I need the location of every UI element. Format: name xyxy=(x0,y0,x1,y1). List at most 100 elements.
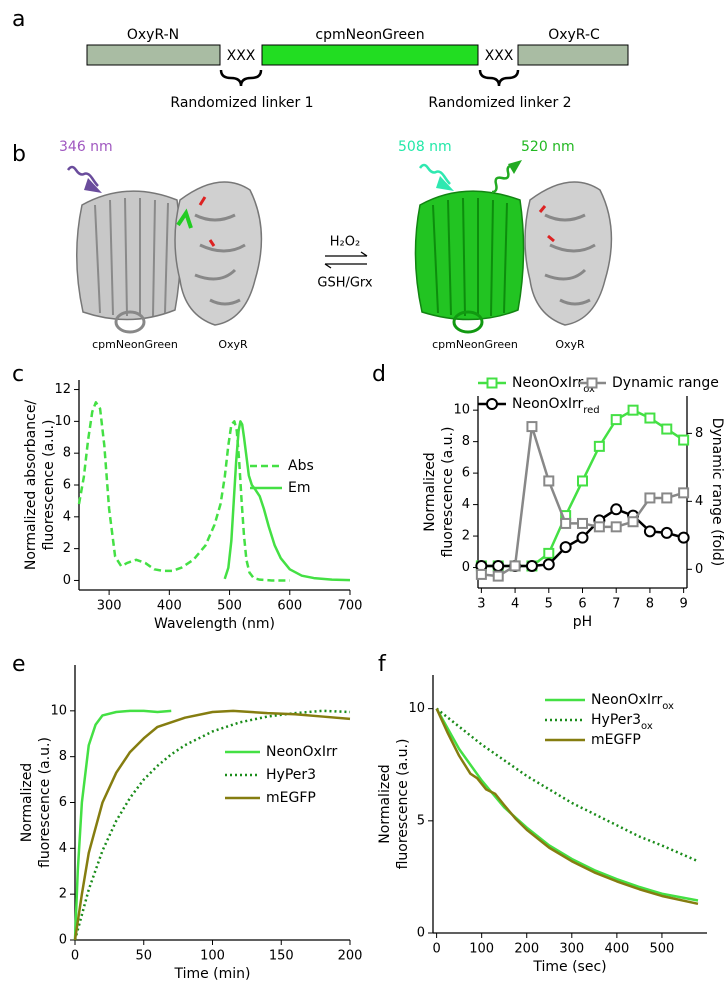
marker xyxy=(644,412,656,424)
legend-label: HyPer3 xyxy=(266,767,316,783)
legend-label: Em xyxy=(288,480,310,496)
panel-label: b xyxy=(12,142,26,167)
y-tick-label: 12 xyxy=(54,382,71,397)
legend-subscript: ox xyxy=(662,701,674,712)
y-tick-label: 0 xyxy=(417,926,425,941)
linker-label: Randomized linker 1 xyxy=(170,95,313,111)
marker xyxy=(542,558,555,571)
marker xyxy=(661,492,673,504)
y-tick-label: 10 xyxy=(50,703,67,718)
y-tick-label: 4 xyxy=(63,509,71,524)
marker xyxy=(661,423,673,435)
segment-label: OxyR-N xyxy=(127,27,179,43)
y2-axis-label: Dynamic range (fold) xyxy=(709,418,724,567)
marker xyxy=(526,421,538,433)
marker xyxy=(678,487,690,499)
series-line xyxy=(435,708,699,902)
y2-tick-label: 4 xyxy=(695,494,703,509)
legend-subscript: ox xyxy=(641,721,653,732)
x-tick-label: 7 xyxy=(612,597,620,612)
oxyr-n-box xyxy=(86,44,221,66)
legend-label: NeonOxIrr xyxy=(266,744,337,760)
y-tick-label: 6 xyxy=(462,466,470,481)
y-tick-label: 10 xyxy=(408,701,425,716)
x-tick-label: 200 xyxy=(514,942,539,957)
marker xyxy=(492,559,505,572)
panel-label: d xyxy=(372,362,386,387)
marker xyxy=(577,517,588,529)
legend-label: NeonOxIrr xyxy=(591,692,662,708)
segment-label: XXX xyxy=(485,48,514,64)
y-tick-label: 10 xyxy=(54,414,71,429)
reverse-arrow xyxy=(324,263,367,269)
marker xyxy=(610,521,622,533)
marker xyxy=(593,521,605,533)
series-line xyxy=(73,709,172,941)
x-tick-label: 3 xyxy=(477,597,485,612)
y-axis-label: fluorescence (a.u.) xyxy=(37,737,53,868)
wavelength-label: 520 nm xyxy=(521,139,575,155)
x-tick-label: 9 xyxy=(679,597,687,612)
segment-label: XXX xyxy=(227,48,256,64)
legend-label: mEGFP xyxy=(591,732,641,748)
y-tick-label: 8 xyxy=(462,434,470,449)
wavy-arrow xyxy=(66,165,99,187)
x-tick-label: 600 xyxy=(277,599,302,614)
marker xyxy=(559,541,572,554)
x-tick-label: 5 xyxy=(545,597,553,612)
y-tick-label: 2 xyxy=(462,529,470,544)
brace xyxy=(478,69,520,87)
y-axis-label: Normalized absorbance/ xyxy=(23,400,39,571)
wavy-arrow xyxy=(418,163,451,185)
x-tick-label: 100 xyxy=(200,949,225,964)
y-tick-label: 8 xyxy=(63,446,71,461)
x-tick-label: 50 xyxy=(135,949,152,964)
y-tick-label: 5 xyxy=(417,813,425,828)
x-tick-label: 400 xyxy=(604,942,629,957)
marker xyxy=(486,377,498,389)
protein-label: cpmNeonGreen xyxy=(92,338,178,351)
marker xyxy=(586,377,598,389)
marker xyxy=(492,570,504,582)
y-tick-label: 2 xyxy=(59,887,67,902)
x-axis-label: pH xyxy=(573,614,592,630)
oxyr-c-box xyxy=(517,44,629,66)
wavelength-label: 508 nm xyxy=(398,139,452,155)
y-axis-label: fluorescence (a.u.) xyxy=(395,739,411,870)
linker-label: Randomized linker 2 xyxy=(428,95,571,111)
y-tick-label: 8 xyxy=(59,749,67,764)
marker xyxy=(509,560,521,572)
x-axis-label: Time (sec) xyxy=(532,959,606,975)
protein-label: cpmNeonGreen xyxy=(432,338,518,351)
y-tick-label: 0 xyxy=(59,933,67,948)
x-tick-label: 400 xyxy=(157,599,182,614)
x-tick-label: 4 xyxy=(511,597,519,612)
marker xyxy=(643,525,656,538)
panel-label: a xyxy=(12,7,25,32)
protein-label: OxyR xyxy=(555,338,585,351)
marker xyxy=(577,475,588,487)
series-line xyxy=(435,707,699,863)
protein-label: OxyR xyxy=(218,338,248,351)
marker xyxy=(678,434,690,446)
series-line xyxy=(223,420,351,582)
x-tick-label: 700 xyxy=(338,599,363,614)
x-tick-label: 300 xyxy=(97,599,122,614)
y-tick-label: 0 xyxy=(63,573,71,588)
y-tick-label: 2 xyxy=(63,541,71,556)
marker xyxy=(627,516,639,528)
x-tick-label: 0 xyxy=(71,949,79,964)
legend-label: Dynamic range xyxy=(612,375,719,391)
marker xyxy=(525,559,538,572)
marker xyxy=(576,531,589,544)
y-axis-label: fluorescence (a.u.) xyxy=(41,420,57,551)
y2-tick-label: 8 xyxy=(695,426,703,441)
y-tick-label: 6 xyxy=(63,478,71,493)
forward-label: H₂O₂ xyxy=(330,235,360,250)
segment-label: cpmNeonGreen xyxy=(315,27,424,43)
y-tick-label: 4 xyxy=(462,497,470,512)
series-line xyxy=(435,708,699,906)
marker xyxy=(627,404,639,416)
x-tick-label: 6 xyxy=(578,597,586,612)
legend-label: NeonOxIrr xyxy=(512,375,583,391)
